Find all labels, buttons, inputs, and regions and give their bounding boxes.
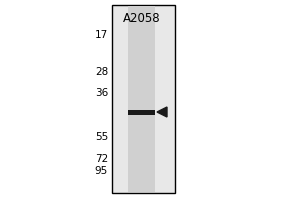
Text: 17: 17 (95, 30, 108, 40)
Bar (128, 6, 155, 192)
Text: 28: 28 (95, 67, 108, 77)
Bar (128, 110, 155, 115)
Bar (112, 5, 175, 193)
Text: A2058: A2058 (123, 12, 161, 25)
Text: 55: 55 (95, 132, 108, 142)
Polygon shape (157, 107, 167, 117)
Text: 36: 36 (95, 88, 108, 98)
Text: 72: 72 (95, 154, 108, 164)
Text: 95: 95 (95, 166, 108, 176)
